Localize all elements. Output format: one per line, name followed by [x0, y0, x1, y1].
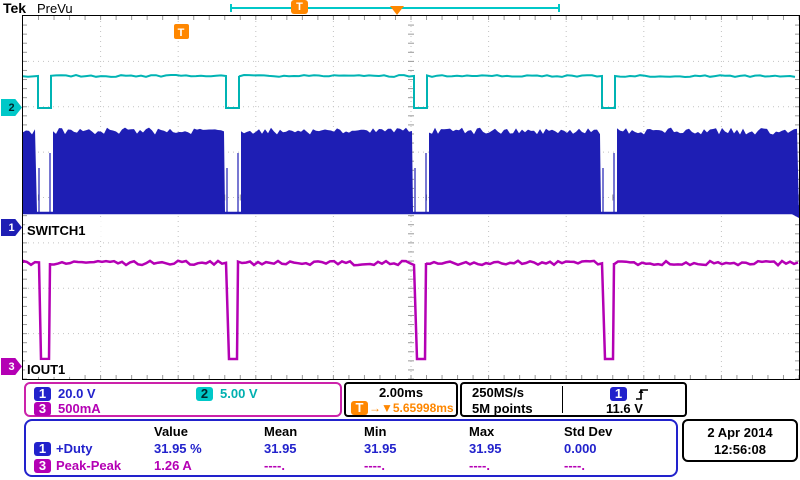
ch2-scale-readout[interactable]: 5.00 V — [220, 386, 258, 401]
meas-header-mean: Mean — [264, 424, 298, 439]
record-trigger-badge: T — [291, 0, 308, 14]
ch1-ground-marker[interactable]: 1 — [1, 219, 22, 236]
acquisition-box: 250MS/s 5M points 1 11.6 V — [460, 382, 687, 417]
meas-row2-value: 1.26 A — [154, 458, 192, 473]
meas-row1-min: 31.95 — [364, 441, 397, 456]
sample-rate-readout: 250MS/s — [472, 385, 525, 400]
channel-scales-box: 1 20.0 V 2 5.00 V 3 500mA — [24, 382, 342, 417]
rising-edge-icon — [636, 389, 648, 400]
trigger-position-arrow[interactable] — [390, 6, 404, 15]
waveforms — [21, 73, 799, 361]
measurements-table: Value Mean Min Max Std Dev 1 +Duty 31.95… — [24, 419, 678, 477]
acquisition-mode-label: PreVu — [37, 1, 73, 16]
datetime-box: 2 Apr 2014 12:56:08 — [682, 419, 798, 462]
meas-header-min: Min — [364, 424, 387, 439]
ch3-label-bg — [25, 360, 83, 377]
ch3-badge: 3 — [34, 402, 51, 416]
timebase-readout[interactable]: 2.00ms — [378, 385, 424, 400]
trigger-delay-readout[interactable]: →▼5.65998ms — [369, 401, 454, 415]
meas-header-max: Max — [469, 424, 495, 439]
horizontal-box: 2.00ms T →▼5.65998ms — [344, 382, 458, 417]
meas-row2-max: ----. — [469, 458, 490, 473]
meas-row2-name: Peak-Peak — [56, 458, 122, 473]
ch1-waveform-label: SWITCH1 — [27, 223, 86, 238]
ch1-badge: 1 — [34, 387, 51, 401]
ch3-waveform-label: IOUT1 — [27, 362, 65, 377]
ch2-badge: 2 — [196, 387, 213, 401]
ch1-scale-readout[interactable]: 20.0 V — [58, 386, 96, 401]
record-length-readout: 5M points — [472, 401, 533, 416]
date-readout: 2 Apr 2014 — [707, 425, 773, 440]
acq-divider — [562, 386, 563, 413]
ch1-label-bg — [25, 221, 101, 238]
graticule: T SWITCH1 IOUT1 — [21, 15, 800, 380]
trigger-level-badge-bg — [174, 24, 189, 39]
waveform-display: T SWITCH1 IOUT1 — [21, 16, 800, 380]
trigger-source-badge: 1 — [610, 387, 627, 401]
meas-header-value: Value — [154, 424, 188, 439]
meas-row2-mean: ----. — [264, 458, 285, 473]
meas-row1-value: 31.95 % — [154, 441, 202, 456]
meas-row1-max: 31.95 — [469, 441, 502, 456]
overlay: T SWITCH1 IOUT1 — [25, 24, 799, 377]
time-readout: 12:56:08 — [713, 442, 767, 457]
ch2-ground-marker[interactable]: 2 — [1, 99, 22, 116]
meas-row1-mean: 31.95 — [264, 441, 297, 456]
meas-header-stddev: Std Dev — [564, 424, 613, 439]
right-edge-marker-arrow — [787, 205, 799, 218]
trigger-delay-badge: T — [351, 401, 368, 415]
ch3-ground-marker[interactable]: 3 — [1, 358, 22, 375]
meas-row1-ch-badge: 1 — [34, 442, 51, 456]
meas-row1-name: +Duty — [56, 441, 93, 456]
trigger-level-badge-label: T — [178, 27, 185, 39]
meas-row2-min: ----. — [364, 458, 385, 473]
meas-row1-stddev: 0.000 — [564, 441, 597, 456]
meas-row2-stddev: ----. — [564, 458, 585, 473]
tek-logo: Tek — [3, 0, 27, 16]
meas-row2-ch-badge: 3 — [34, 459, 51, 473]
ch3-scale-readout[interactable]: 500mA — [58, 401, 101, 416]
trigger-level-readout[interactable]: 11.6 V — [606, 401, 643, 416]
